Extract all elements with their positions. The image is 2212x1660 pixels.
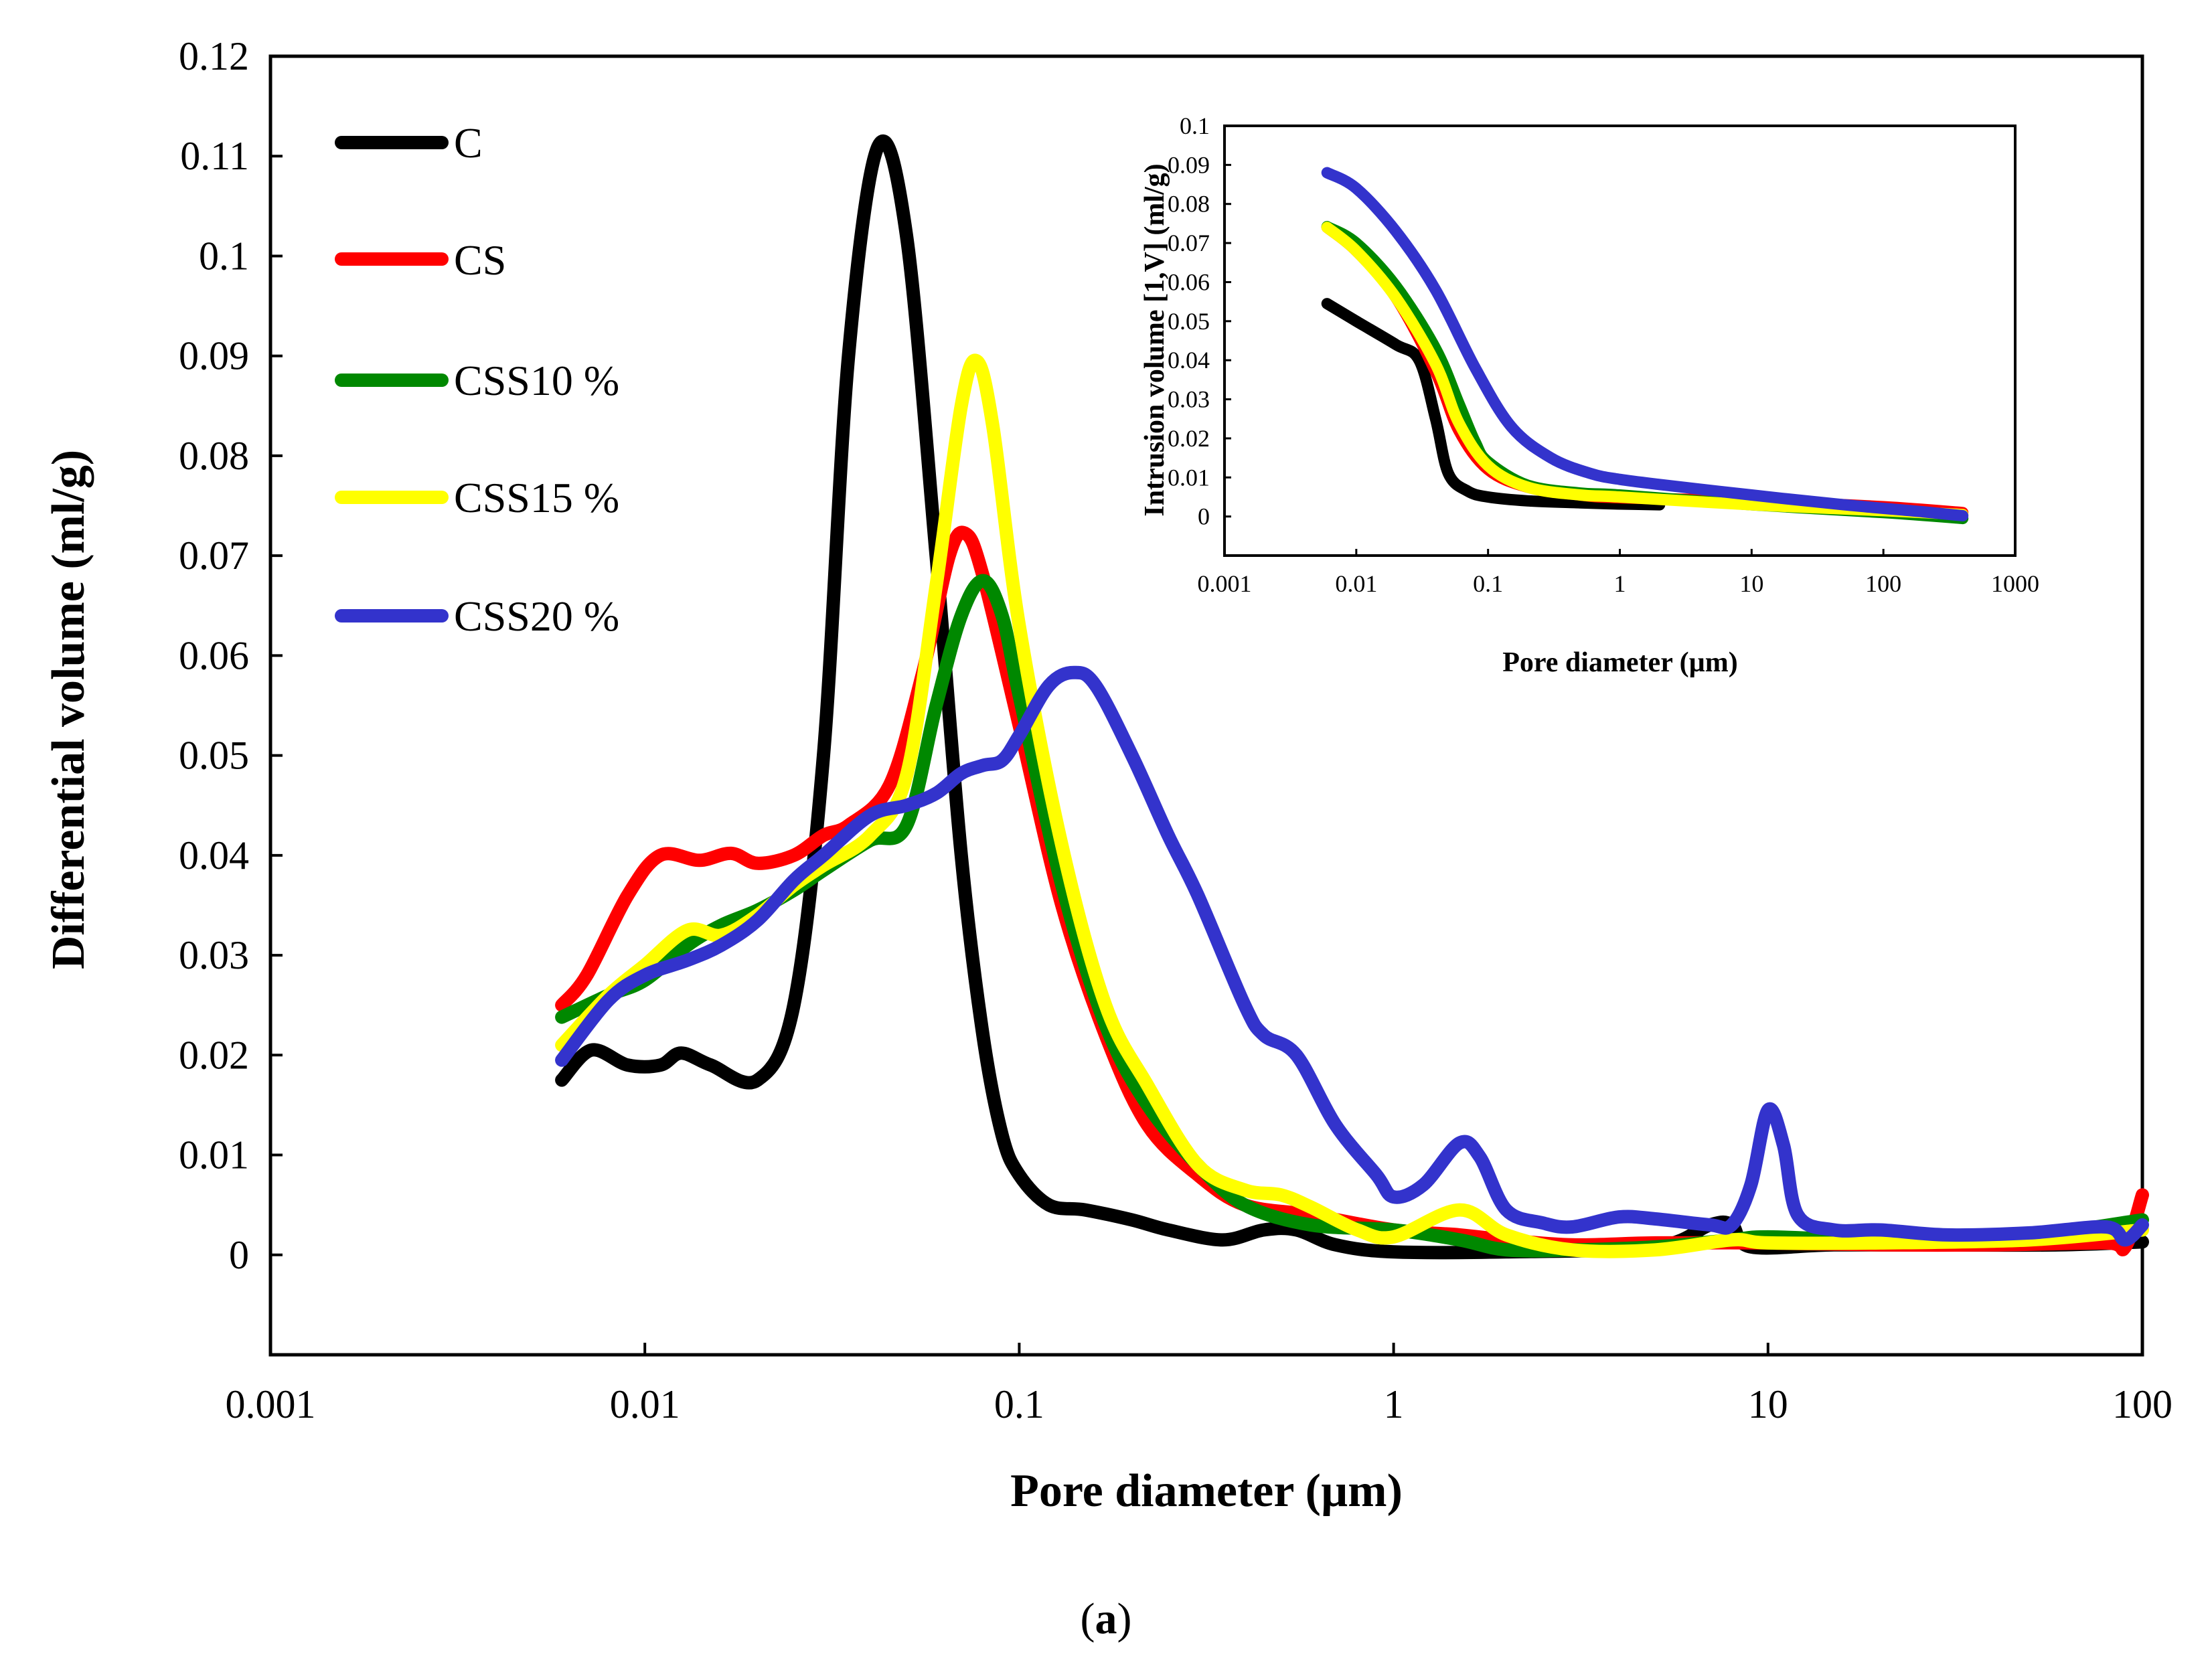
main-x-axis-title: Pore diameter (µm) [1010, 1465, 1403, 1517]
legend-label-cs: CS [454, 236, 506, 284]
main-chart: 0 0.01 0.02 0.03 0.04 0.05 0.06 0.07 0.08 0.09 0.1… [43, 34, 2172, 1517]
main-y-tick-label: 0.03 [179, 933, 249, 977]
inset-y-tick-label: 0.05 [1168, 308, 1210, 335]
main-y-tick-label: 0.01 [179, 1133, 249, 1177]
main-y-tick-label: 0.12 [179, 34, 249, 78]
inset-x-tick-label: 0.1 [1473, 570, 1503, 597]
inset-series-line-css20 [1321, 167, 1969, 521]
caption-close: ) [1117, 1594, 1132, 1643]
main-y-tick-label: 0.02 [179, 1033, 249, 1077]
figure-caption: (a) [1081, 1594, 1132, 1643]
main-y-tick-label: 0.08 [179, 434, 249, 478]
caption-open: ( [1081, 1594, 1095, 1643]
legend-item: CSS15 % [335, 474, 619, 521]
inset-series-line-css15 [1321, 222, 1969, 521]
main-y-axis-title: Differential volume (ml/g) [43, 450, 94, 969]
legend-item: C [335, 119, 483, 167]
inset-y-tick-label: 0.04 [1168, 347, 1210, 374]
inset-x-tick-label: 1000 [1991, 570, 2039, 597]
main-y-tick-label: 0.06 [179, 633, 249, 677]
inset-y-tick-label: 0.08 [1168, 191, 1210, 218]
main-y-tick-label: 0.05 [179, 734, 249, 778]
inset-x-axis-title: Pore diameter (µm) [1502, 647, 1738, 678]
inset-y-tick-label: 0.01 [1168, 464, 1210, 491]
legend-item: CSS10 % [335, 357, 619, 404]
inset-x-tick-label: 100 [1865, 570, 1901, 597]
legend-label-c: C [454, 119, 483, 167]
main-x-tick-label: 10 [1748, 1382, 1788, 1426]
legend-item: CSS20 % [335, 592, 619, 640]
inset-x-axis: 0.001 0.01 0.1 1 10 100 1000 [1198, 549, 2039, 597]
inset-x-tick-label: 1 [1614, 570, 1626, 597]
main-y-tick-label: 0.11 [180, 134, 249, 178]
main-x-tick-label: 0.1 [994, 1382, 1044, 1426]
main-x-tick-label: 0.01 [610, 1382, 680, 1426]
main-series-group [555, 135, 2149, 1260]
main-y-tick-label: 0.07 [179, 533, 249, 578]
main-plot-frame [268, 54, 2144, 1357]
legend-label-css20: CSS20 % [454, 592, 619, 640]
inset-y-axis-title: Intrusion volume [1,V] (ml/g) [1139, 163, 1170, 516]
inset-y-tick-label: 0.02 [1168, 425, 1210, 452]
main-y-tick-label: 0.04 [179, 833, 249, 878]
main-series-line-css20 [555, 665, 2149, 1247]
legend: C CS CSS10 % CSS15 % CSS20 % [335, 119, 619, 640]
caption-letter: a [1095, 1594, 1117, 1643]
main-y-tick-label: 0 [229, 1233, 249, 1277]
main-x-tick-label: 100 [2112, 1382, 2172, 1426]
inset-y-tick-label: 0.1 [1180, 112, 1210, 139]
inset-y-tick-label: 0.06 [1168, 268, 1210, 295]
legend-label-css10: CSS10 % [454, 357, 619, 404]
inset-x-tick-label: 0.01 [1335, 570, 1377, 597]
inset-x-tick-label: 0.001 [1198, 570, 1252, 597]
inset-x-tick-label: 10 [1739, 570, 1763, 597]
inset-y-tick-label: 0.03 [1168, 386, 1210, 413]
inset-series-group [1321, 167, 1969, 525]
inset-series-line-c [1321, 298, 1666, 511]
main-x-tick-label: 1 [1384, 1382, 1404, 1426]
inset-chart: 0 0.01 0.02 0.03 0.04 0.05 0.06 0.07 0.08 0.09 0.1… [1139, 112, 2039, 678]
main-y-tick-label: 0.09 [179, 334, 249, 378]
main-y-tick-label: 0.1 [199, 234, 249, 278]
inset-y-tick-label: 0.09 [1168, 151, 1210, 178]
legend-item: CS [335, 236, 506, 284]
inset-y-tick-label: 0 [1198, 503, 1210, 530]
legend-label-css15: CSS15 % [454, 474, 619, 521]
inset-y-tick-label: 0.07 [1168, 230, 1210, 256]
inset-y-axis: 0 0.01 0.02 0.03 0.04 0.05 0.06 0.07 0.08 0.09 0.1 [1168, 112, 1231, 530]
main-x-tick-label: 0.001 [226, 1382, 316, 1426]
main-y-axis: 0 0.01 0.02 0.03 0.04 0.05 0.06 0.07 0.08 0.09 0.1… [179, 34, 283, 1277]
main-x-axis: 0.001 0.01 0.1 1 10 100 [226, 1343, 2172, 1426]
